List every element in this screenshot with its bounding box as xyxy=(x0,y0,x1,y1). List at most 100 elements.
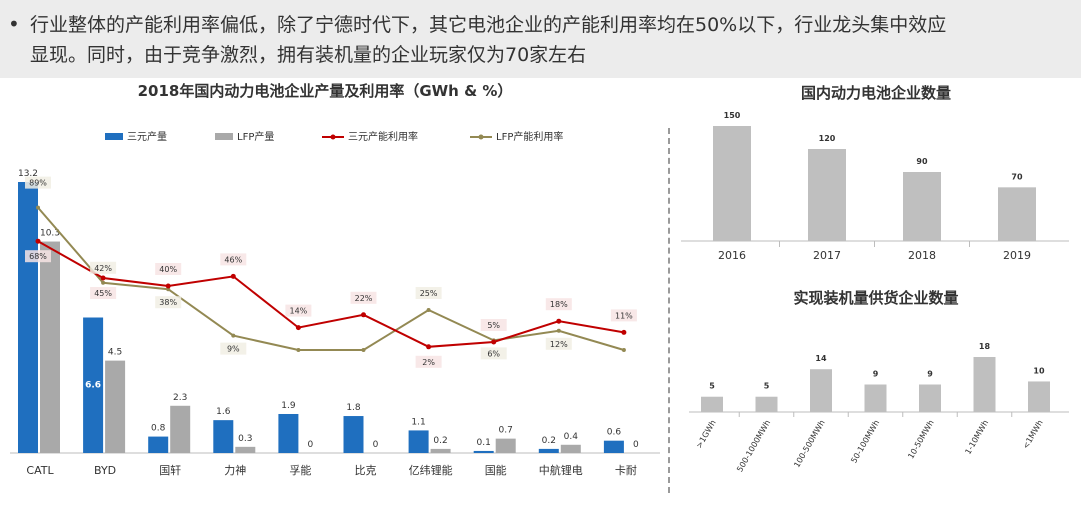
ternary-utilization-label-bg xyxy=(480,319,507,331)
ternary-utilization-point xyxy=(230,273,236,279)
ternary-bar xyxy=(83,317,104,453)
lfp-utilization-point xyxy=(556,328,561,333)
lfp-bar xyxy=(40,241,60,453)
ternary-utilization-label-bg xyxy=(545,298,572,311)
ternary-bar-label: 1.1 xyxy=(411,417,425,427)
lfp-bar-label: 0.7 xyxy=(499,426,513,436)
install-category-label: 50-100MWh xyxy=(849,419,881,465)
install-category-label: >1GWh xyxy=(694,419,717,450)
install-bar-label: 18 xyxy=(979,342,991,351)
install-bar-label: 9 xyxy=(927,370,933,379)
lfp-utilization-label: 12% xyxy=(550,340,568,349)
ternary-utilization-label: 14% xyxy=(290,307,308,316)
ternary-utilization-point xyxy=(295,325,301,331)
ternary-bar xyxy=(213,420,234,453)
lfp-bar-label: 0.4 xyxy=(564,432,579,442)
legend-swatch-ternary-bar xyxy=(105,133,123,140)
lfp-utilization-label: 25% xyxy=(420,289,438,298)
lfp-utilization-label-bg xyxy=(480,347,507,360)
lfp-bar-label: 10.3 xyxy=(40,229,60,239)
count-bar-label: 70 xyxy=(1011,172,1023,181)
ternary-utilization-label: 68% xyxy=(29,252,47,261)
ternary-bar-label: 1.6 xyxy=(216,407,231,417)
lfp-utilization-point xyxy=(426,308,431,312)
count-category-label: 2017 xyxy=(813,249,841,262)
count-chart-title: 国内动力电池企业数量 xyxy=(801,84,951,102)
lfp-bar-label: 0 xyxy=(633,440,639,450)
lfp-utilization-label-bg xyxy=(415,287,442,299)
lfp-utilization-label: 89% xyxy=(29,179,47,188)
lfp-bar-label: 0.3 xyxy=(238,434,252,444)
ternary-bar xyxy=(148,436,169,453)
lfp-utilization-label-bg xyxy=(90,261,117,274)
legend-marker-lfp-line xyxy=(478,134,484,140)
section-divider xyxy=(668,128,670,493)
ternary-utilization-label: 5% xyxy=(487,321,500,330)
lfp-utilization-point xyxy=(231,333,236,338)
ternary-bar xyxy=(408,430,429,453)
main-chart-category-label: 比克 xyxy=(355,464,377,477)
count-category-label: 2016 xyxy=(718,249,746,262)
count-category-label: 2019 xyxy=(1003,249,1031,262)
lfp-bar xyxy=(560,444,581,453)
install-category-label: 500-1000MWh xyxy=(735,419,772,474)
main-chart-legend: 三元产量 LFP产量 三元产能利用率 LFP产能利用率 xyxy=(105,130,563,143)
ternary-utilization-point xyxy=(361,312,366,318)
main-chart-category-label: 力神 xyxy=(224,463,246,477)
legend-label-ternary-line: 三元产能利用率 xyxy=(348,130,418,143)
count-bar xyxy=(903,172,941,241)
ternary-bar-label: 1.8 xyxy=(346,403,361,413)
ternary-bar-label: 13.2 xyxy=(18,169,38,179)
lfp-utilization-point xyxy=(361,348,366,352)
install-bar xyxy=(701,396,723,412)
install-bar xyxy=(973,357,996,412)
count-bar xyxy=(998,187,1036,241)
ternary-utilization-label-bg xyxy=(220,253,247,266)
ternary-utilization-label: 2% xyxy=(422,358,435,367)
lfp-bar-label: 0 xyxy=(373,440,379,450)
count-bar xyxy=(713,126,751,241)
main-chart-category-label: 国能 xyxy=(485,463,507,477)
install-category-label: 10-50MWh xyxy=(906,419,935,461)
main-chart-category-label: 卡耐 xyxy=(615,464,637,477)
lfp-bar xyxy=(495,438,516,453)
install-bar-label: 5 xyxy=(709,382,715,391)
bullet-icon: • xyxy=(8,12,20,36)
install-bar-label: 5 xyxy=(764,382,770,391)
ternary-utilization-point xyxy=(491,339,497,345)
main-chart-category-label: 亿纬锂能 xyxy=(409,463,453,477)
lfp-utilization-line xyxy=(37,206,625,351)
ternary-utilization-label: 22% xyxy=(355,294,373,303)
production-utilization-chart: 2018年国内动力电池企业产量及利用率（GWh & %）三元产量 LFP产量 三元产… xyxy=(10,82,660,477)
legend-label-ternary-bar: 三元产量 xyxy=(127,130,167,143)
ternary-utilization-point xyxy=(165,283,171,289)
install-bar-label: 14 xyxy=(815,354,827,363)
ternary-bar xyxy=(18,182,38,453)
count-category-label: 2018 xyxy=(908,249,936,262)
ternary-utilization-point xyxy=(621,329,627,335)
summary-line-2: 显现。同时，由于竞争激烈，拥有装机量的企业玩家仅为70家左右 xyxy=(30,44,587,66)
lfp-utilization-label-bg xyxy=(220,342,247,355)
ternary-utilization-point xyxy=(426,344,432,350)
lfp-bar-label: 4.5 xyxy=(108,348,122,358)
ternary-utilization-label: 40% xyxy=(159,265,177,274)
install-bar xyxy=(864,384,887,412)
lfp-utilization-point xyxy=(621,348,626,352)
legend-label-lfp-line: LFP产能利用率 xyxy=(496,130,563,143)
main-chart-category-label: 国轩 xyxy=(159,463,181,477)
count-bar xyxy=(808,149,846,241)
install-bar xyxy=(919,384,941,412)
lfp-utilization-label-bg xyxy=(25,176,51,189)
lfp-utilization-label: 42% xyxy=(94,264,112,273)
install-bar xyxy=(1028,381,1050,412)
ternary-bar-label: 0.1 xyxy=(477,438,491,448)
main-chart-category-label: 孚能 xyxy=(289,463,311,477)
lfp-utilization-point xyxy=(101,280,106,285)
lfp-utilization-label-bg xyxy=(545,337,572,350)
ternary-bar-label: 1.9 xyxy=(281,401,296,411)
lfp-bar-label: 0.2 xyxy=(433,436,447,446)
install-bar-label: 9 xyxy=(873,370,879,379)
main-chart-category-label: 中航锂电 xyxy=(539,463,583,477)
ternary-utilization-label-bg xyxy=(90,287,117,299)
battery-company-count-chart: 国内动力电池企业数量 150 2016 120 2017 90 2018 70 2019 xyxy=(681,84,1069,262)
